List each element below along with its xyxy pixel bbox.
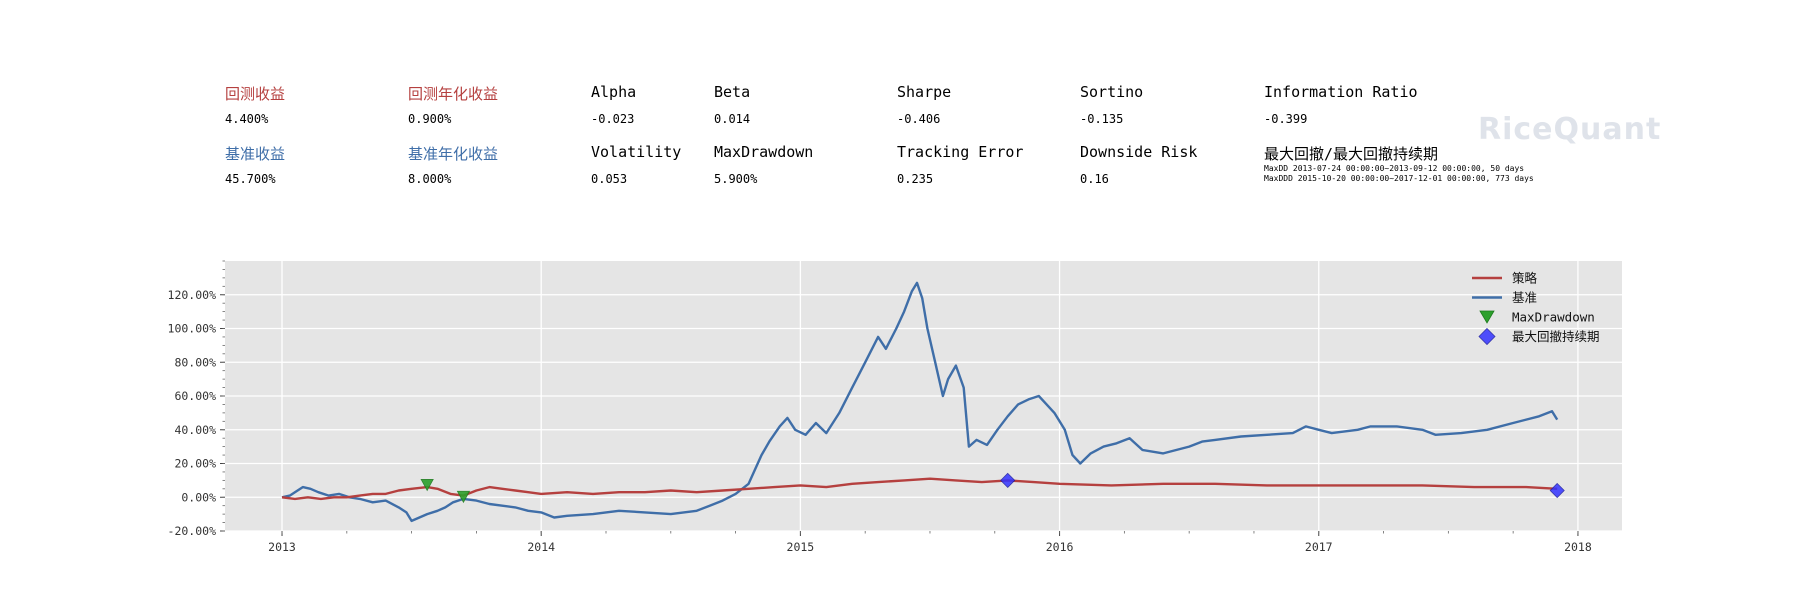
maxdrawdown-marker bbox=[420, 479, 434, 492]
alpha-label: Alpha bbox=[591, 83, 637, 101]
downside-risk-label: Downside Risk bbox=[1080, 143, 1198, 161]
ricequant-logo: RiceQuant bbox=[1478, 112, 1662, 147]
x-tick-label: 2018 bbox=[1564, 540, 1592, 554]
tracking-error-label: Tracking Error bbox=[897, 143, 1024, 161]
x-tick-label: 2013 bbox=[268, 540, 296, 554]
benchmark-line bbox=[281, 281, 1559, 523]
benchmark-annual-return-value: 8.000% bbox=[408, 172, 452, 186]
legend-duration-swatch bbox=[1478, 327, 1496, 346]
y-tick-label: 60.00% bbox=[174, 389, 216, 403]
y-tick-label: 80.00% bbox=[174, 355, 216, 369]
y-tick-label: 20.00% bbox=[174, 457, 216, 471]
beta-label: Beta bbox=[714, 83, 751, 101]
legend-label: 策略 bbox=[1512, 271, 1538, 286]
backtest-return-label: 回测收益 bbox=[225, 85, 286, 103]
downside-risk-value: 0.16 bbox=[1080, 172, 1109, 186]
y-tick-label: -20.00% bbox=[168, 524, 217, 538]
legend-maxdrawdown-swatch bbox=[1479, 310, 1495, 324]
x-tick-label: 2014 bbox=[527, 540, 555, 554]
maxdrawdown-marker bbox=[456, 490, 471, 504]
benchmark-return-value: 45.700% bbox=[225, 172, 276, 186]
max-drawdown-duration-label: 最大回撤/最大回撤持续期 bbox=[1264, 145, 1439, 163]
beta-value: 0.014 bbox=[714, 112, 751, 126]
strategy-line bbox=[281, 477, 1558, 501]
benchmark-return-label: 基准收益 bbox=[225, 145, 286, 163]
backtest-annual-return-value: 0.900% bbox=[408, 112, 452, 126]
max-drawdown-duration-marker bbox=[1000, 472, 1016, 488]
alpha-value: -0.023 bbox=[591, 112, 635, 126]
sharpe-value: -0.406 bbox=[897, 112, 941, 126]
information-ratio-label: Information Ratio bbox=[1264, 83, 1418, 101]
legend-label: MaxDrawdown bbox=[1512, 310, 1595, 325]
information-ratio-value: -0.399 bbox=[1264, 112, 1308, 126]
x-tick-label: 2015 bbox=[787, 540, 815, 554]
gridlines bbox=[225, 261, 1622, 532]
maxdrawdown-label: MaxDrawdown bbox=[714, 143, 814, 161]
series-lines bbox=[281, 281, 1559, 523]
backtest-return-value: 4.400% bbox=[225, 112, 269, 126]
maxdrawdown-value: 5.900% bbox=[714, 172, 758, 186]
sortino-label: Sortino bbox=[1080, 83, 1144, 101]
backtest-annual-return-label: 回测年化收益 bbox=[408, 85, 499, 103]
axes: -20.00% 0.00% 20.00% 40.00% 60.00% 80.00% 100.… bbox=[168, 260, 1592, 554]
sortino-value: -0.135 bbox=[1080, 112, 1124, 126]
y-tick-label: 40.00% bbox=[174, 423, 216, 437]
benchmark-annual-return-label: 基准年化收益 bbox=[408, 145, 499, 163]
tracking-error-value: 0.235 bbox=[897, 172, 934, 186]
y-tick-label: 120.00% bbox=[168, 288, 217, 302]
max-drawdown-duration-marker bbox=[1549, 482, 1565, 499]
x-tick-label: 2016 bbox=[1046, 540, 1074, 554]
markers bbox=[420, 472, 1565, 504]
y-tick-label: 100.00% bbox=[168, 322, 217, 336]
maxdd-detail: MaxDD 2013-07-24 00:00:00~2013-09-12 00:… bbox=[1264, 164, 1525, 173]
x-tick-label: 2017 bbox=[1305, 540, 1333, 554]
maxddd-detail: MaxDDD 2015-10-20 00:00:00~2017-12-01 00… bbox=[1264, 174, 1534, 183]
volatility-value: 0.053 bbox=[591, 172, 628, 186]
legend-label: 基准 bbox=[1512, 290, 1537, 305]
legend-label: 最大回撤持续期 bbox=[1512, 329, 1600, 344]
y-tick-label: 0.00% bbox=[181, 490, 216, 504]
metrics-panel: 回测收益 4.400% 回测年化收益 0.900% Alpha -0.023 B… bbox=[0, 0, 1800, 200]
volatility-label: Volatility bbox=[591, 143, 682, 161]
sharpe-label: Sharpe bbox=[897, 83, 952, 101]
